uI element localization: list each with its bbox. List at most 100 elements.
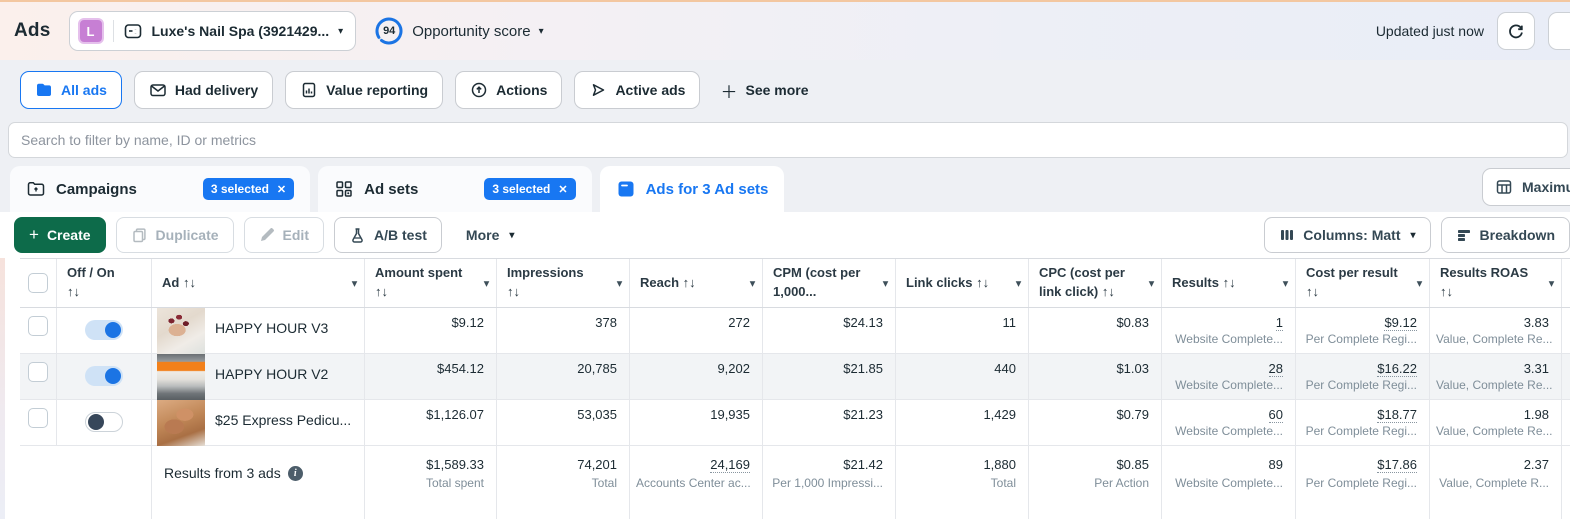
duplicate-button[interactable]: Duplicate	[115, 217, 234, 253]
sort-arrows[interactable]: ↑↓	[67, 284, 80, 299]
campaign-folder-icon	[26, 179, 46, 199]
cost-per-result-link[interactable]: $16.22	[1377, 361, 1417, 377]
see-more-button[interactable]: ＋ See more	[712, 78, 816, 103]
chevron-down-icon[interactable]: ▾	[483, 278, 489, 290]
filter-active-ads[interactable]: Active ads	[574, 71, 701, 109]
column-header-amount-spent[interactable]: Amount spent ↑↓ ▾	[365, 259, 497, 307]
results-value-link[interactable]: 1	[1275, 315, 1283, 331]
column-header-ad[interactable]: Ad ↑↓ ▾	[152, 259, 365, 307]
column-header-results-roas[interactable]: Results ROAS ↑↓ ▾	[1430, 259, 1562, 307]
edge-partial-button[interactable]	[1548, 12, 1570, 50]
chevron-down-icon[interactable]: ▾	[1416, 278, 1422, 290]
sort-arrows[interactable]: ↑↓	[1440, 284, 1453, 299]
column-header-off-on[interactable]: Off / On ↑↓	[57, 259, 152, 307]
cost-per-result-link[interactable]: $9.12	[1384, 315, 1417, 331]
campaigns-selected-badge[interactable]: 3 selected ✕	[202, 178, 295, 200]
filter-all-ads[interactable]: All ads	[20, 71, 122, 109]
create-button[interactable]: + Create	[14, 217, 106, 253]
select-all-checkbox[interactable]	[28, 273, 48, 293]
chevron-down-icon[interactable]: ▾	[1015, 278, 1021, 290]
cost-per-result-link[interactable]: $18.77	[1377, 407, 1417, 423]
column-header-cpm[interactable]: CPM (cost per 1,000... ▾	[763, 259, 896, 307]
chevron-down-icon[interactable]: ▾	[351, 278, 357, 290]
ad-sets-selected-badge[interactable]: 3 selected ✕	[484, 178, 576, 200]
column-header-cost-per-result[interactable]: Cost per result ↑↓ ▾	[1296, 259, 1430, 307]
summary-cost-per-result-link[interactable]: $17.86	[1377, 457, 1417, 473]
sort-arrows[interactable]: ↑↓	[507, 284, 520, 299]
column-header-reach[interactable]: Reach ↑↓ ▾	[630, 259, 763, 307]
account-selector[interactable]: L Luxe's Nail Spa (3921429... ▾	[68, 11, 357, 51]
results-value-link[interactable]: 28	[1268, 361, 1283, 377]
ad-thumbnail	[157, 308, 205, 354]
sort-arrows[interactable]: ↑↓	[375, 284, 388, 299]
tab-ads[interactable]: Ads for 3 Ad sets	[599, 166, 785, 212]
row-checkbox[interactable]	[28, 316, 48, 336]
column-header-cpc[interactable]: CPC (cost per link click) ↑↓ ▾	[1029, 259, 1162, 307]
opportunity-score[interactable]: 94 Opportunity score ▾	[374, 16, 544, 46]
summary-row: Results from 3 ads i $1,589.33 Total spe…	[20, 446, 1570, 519]
roas-value: 3.83	[1523, 315, 1549, 330]
summary-roas-label: Value, Complete R...	[1439, 476, 1549, 490]
toggle-knob	[88, 414, 104, 430]
table-header-row: Off / On ↑↓ Ad ↑↓ ▾ Amount spent ↑↓ ▾ Im…	[20, 258, 1570, 308]
row-checkbox[interactable]	[28, 362, 48, 382]
column-label: Off / On	[67, 265, 115, 281]
column-label: Results ↑↓	[1172, 274, 1236, 290]
roas-value: 1.98	[1523, 407, 1549, 422]
tab-campaigns[interactable]: Campaigns 3 selected ✕	[10, 166, 311, 212]
column-label-line2: 1,000...	[773, 284, 817, 299]
cpm-value: $24.13	[843, 315, 883, 330]
column-header-impressions[interactable]: Impressions ↑↓ ▾	[497, 259, 630, 307]
maximize-table-button[interactable]: Maximu	[1482, 168, 1570, 206]
info-icon[interactable]: i	[287, 465, 303, 481]
more-button[interactable]: More ▾	[452, 217, 528, 253]
chevron-down-icon[interactable]: ▾	[1548, 278, 1554, 290]
impressions-value: 378	[595, 315, 617, 330]
ad-name-link[interactable]: $25 Express Pedicu...	[215, 412, 352, 428]
chevron-down-icon[interactable]: ▾	[882, 278, 888, 290]
tab-ad-sets[interactable]: Ad sets 3 selected ✕	[318, 166, 592, 212]
plus-icon: ＋	[720, 82, 738, 102]
results-value-link[interactable]: 60	[1268, 407, 1283, 423]
chevron-down-icon: ▾	[538, 25, 544, 37]
search-input[interactable]	[8, 122, 1568, 158]
ad-name-link[interactable]: HAPPY HOUR V2	[215, 366, 329, 382]
ad-toggle[interactable]	[85, 366, 123, 386]
close-icon[interactable]: ✕	[558, 183, 568, 196]
link-clicks-value: 440	[994, 361, 1016, 376]
flask-icon	[349, 227, 366, 244]
ab-test-button[interactable]: A/B test	[334, 217, 442, 253]
chevron-down-icon[interactable]: ▾	[616, 278, 622, 290]
grid-icon	[334, 179, 354, 199]
impressions-value: 20,785	[577, 361, 617, 376]
play-outline-icon	[589, 81, 607, 99]
opportunity-score-value: 94	[383, 25, 396, 37]
page-title: Ads	[14, 20, 51, 41]
column-header-results[interactable]: Results ↑↓ ▾	[1162, 259, 1296, 307]
table-row: HAPPY HOUR V3 $9.12 378 272 $24.13 11 $0…	[20, 308, 1570, 354]
filter-had-delivery[interactable]: Had delivery	[133, 71, 274, 109]
ad-name-link[interactable]: HAPPY HOUR V3	[215, 320, 329, 336]
selected-count: 3 selected	[492, 182, 551, 196]
column-label: CPM (cost per	[773, 265, 861, 281]
edit-button[interactable]: Edit	[243, 217, 324, 253]
filter-actions[interactable]: Actions	[455, 71, 563, 109]
envelope-check-icon	[149, 81, 167, 99]
chevron-down-icon[interactable]: ▾	[749, 278, 755, 290]
chevron-down-icon[interactable]: ▾	[1148, 278, 1154, 290]
ad-toggle[interactable]	[85, 412, 123, 432]
sort-arrows[interactable]: ↑↓	[1306, 284, 1319, 299]
columns-button[interactable]: Columns: Matt ▾	[1264, 217, 1431, 253]
column-header-link-clicks[interactable]: Link clicks ↑↓ ▾	[896, 259, 1029, 307]
refresh-button[interactable]	[1497, 12, 1535, 50]
chevron-down-icon[interactable]: ▾	[1282, 278, 1288, 290]
close-icon[interactable]: ✕	[276, 183, 287, 196]
summary-reach-link[interactable]: 24,169	[710, 457, 750, 473]
filter-label: Had delivery	[174, 82, 259, 98]
breakdown-button[interactable]: Breakdown	[1440, 217, 1570, 253]
filter-value-reporting[interactable]: Value reporting	[285, 71, 444, 109]
row-checkbox[interactable]	[28, 408, 48, 428]
ad-toggle[interactable]	[85, 320, 123, 340]
amount-spent-value: $454.12	[437, 361, 484, 376]
breakdown-label: Breakdown	[1479, 227, 1555, 243]
